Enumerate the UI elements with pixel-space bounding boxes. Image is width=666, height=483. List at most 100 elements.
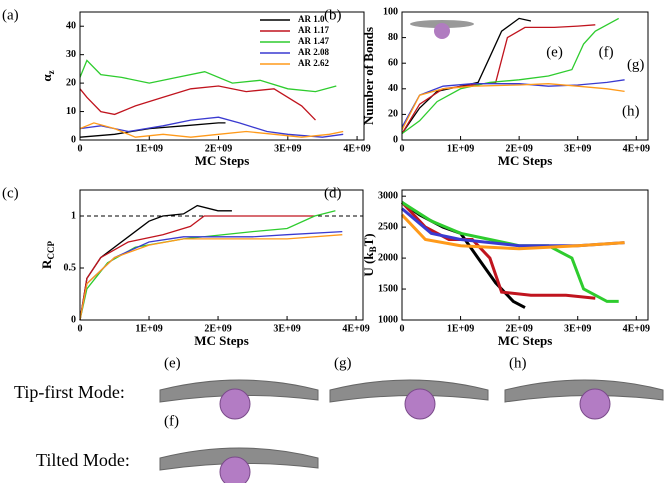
y-tick-label: 20	[388, 109, 398, 120]
data-line	[79, 59, 337, 93]
y-tick-label: 100	[383, 6, 398, 17]
annotation: (f)	[599, 44, 614, 60]
annotation: (g)	[627, 57, 645, 73]
y-axis-label: U (kBT)	[361, 233, 378, 276]
plot-frame	[401, 189, 649, 321]
x-tick-label: 1E+09	[136, 143, 163, 154]
mode-label: Tip-first Mode:	[14, 382, 125, 402]
data-line	[401, 17, 532, 134]
x-tick-label: 4E+09	[623, 143, 650, 154]
x-tick-label: 0	[400, 143, 405, 154]
x-axis-label: MC Steps	[195, 153, 250, 168]
data-line	[401, 83, 625, 131]
y-axis-label-part: z	[46, 70, 56, 74]
y-tick-label: 0	[71, 314, 76, 325]
data-line	[79, 230, 343, 321]
snapshot-label: (f)	[164, 413, 179, 429]
y-axis-label-part: T)	[361, 233, 376, 246]
membrane	[504, 379, 664, 403]
data-line	[79, 85, 316, 121]
x-tick-label: 4E+09	[343, 143, 370, 154]
x-tick-label: 2E+09	[205, 143, 232, 154]
annotation: (h)	[622, 103, 640, 119]
y-tick-label: 0	[71, 134, 76, 145]
y-axis-label-part: B	[368, 246, 378, 252]
x-tick-label: 3E+09	[564, 143, 591, 154]
panel-label: (b)	[324, 7, 342, 23]
x-tick-label: 0	[400, 323, 405, 334]
y-tick-label: 1	[71, 210, 76, 221]
x-tick-label: 3E+09	[274, 143, 301, 154]
data-line	[401, 79, 625, 128]
legend-label: AR 2.08	[298, 47, 329, 57]
y-tick-label: 40	[388, 83, 398, 94]
data-line	[401, 201, 619, 303]
particle	[219, 456, 251, 483]
x-tick-label: 2E+09	[505, 323, 532, 334]
snapshot-label: (h)	[509, 355, 527, 371]
data-line	[79, 215, 315, 321]
x-axis-label: MC Steps	[194, 333, 249, 348]
x-tick-label: 1E+09	[135, 323, 162, 334]
y-tick-label: 2000	[378, 252, 398, 263]
y-axis-label-part: R	[39, 259, 54, 269]
particle	[579, 388, 611, 420]
particle	[219, 388, 251, 420]
y-tick-label: 2500	[378, 221, 398, 232]
y-tick-label: 0.5	[64, 262, 77, 273]
panel-label: (c)	[2, 185, 19, 201]
snapshot-label: (g)	[334, 355, 352, 371]
y-tick-label: 20	[66, 77, 76, 88]
data-line	[79, 210, 336, 321]
data-line	[400, 213, 625, 251]
x-tick-label: 1E+09	[447, 323, 474, 334]
annotation: (e)	[546, 44, 563, 60]
y-tick-label: 60	[388, 57, 398, 68]
x-tick-label: 0	[78, 143, 83, 154]
x-tick-label: 3E+09	[273, 323, 300, 334]
y-axis-label: αz	[39, 70, 56, 81]
data-line	[79, 122, 344, 138]
x-axis-label: MC Steps	[498, 333, 553, 348]
membrane	[329, 379, 489, 403]
x-tick-label: 1E+09	[447, 143, 474, 154]
particle	[404, 388, 436, 420]
panel-label: (a)	[2, 7, 19, 23]
y-tick-label: 3000	[378, 190, 398, 201]
x-tick-label: 0	[78, 323, 83, 334]
x-axis-label: MC Steps	[498, 153, 553, 168]
plot-frame	[79, 11, 365, 141]
data-line	[79, 116, 344, 138]
plot-frame	[401, 11, 649, 141]
y-tick-label: 10	[66, 106, 76, 117]
data-line	[79, 204, 232, 321]
legend-label: AR 1.17	[298, 25, 329, 35]
data-line	[401, 17, 620, 135]
y-tick-label: 80	[388, 32, 398, 43]
y-tick-label: 0	[393, 134, 398, 145]
y-axis-label-part: CCP	[46, 241, 56, 260]
y-axis-label: Number of Bonds	[361, 27, 376, 125]
legend-label: AR 1.0	[298, 14, 325, 24]
y-tick-label: 1500	[378, 283, 398, 294]
data-line	[79, 234, 343, 321]
x-tick-label: 2E+09	[204, 323, 231, 334]
y-tick-label: 30	[66, 49, 76, 60]
y-tick-label: 1000	[378, 314, 398, 325]
legend-label: AR 1.47	[298, 36, 329, 46]
snapshot-label: (e)	[164, 355, 181, 371]
plot-frame	[79, 189, 364, 321]
data-line	[401, 24, 596, 134]
y-axis-label-part: U (k	[361, 252, 376, 277]
x-tick-label: 3E+09	[564, 323, 591, 334]
panel-label: (d)	[324, 185, 342, 201]
y-axis-label: RCCP	[39, 241, 56, 269]
y-tick-label: 40	[66, 21, 76, 32]
legend-label: AR 2.62	[298, 58, 329, 68]
x-tick-label: 4E+09	[623, 323, 650, 334]
x-tick-label: 2E+09	[505, 143, 532, 154]
y-axis-label-part: α	[39, 74, 54, 82]
mode-label: Tilted Mode:	[36, 450, 130, 470]
inset-particle	[434, 23, 450, 39]
